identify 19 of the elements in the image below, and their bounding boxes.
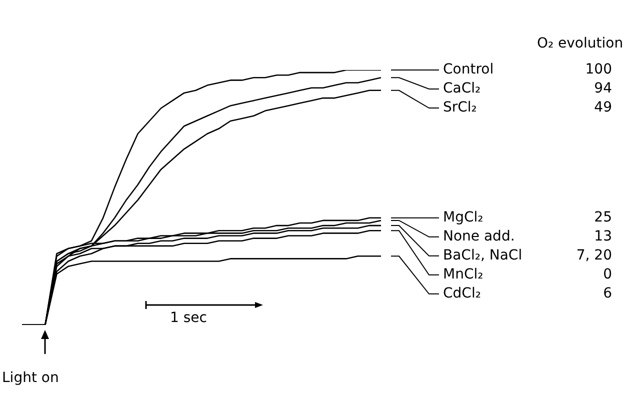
text: 25 [594, 210, 612, 226]
legend-label: None add. [443, 228, 515, 245]
legend-title: O₂ evolution [536, 36, 624, 52]
text: 0 [603, 266, 612, 283]
annotation: 1 sec [170, 310, 207, 326]
text: 13 [594, 228, 612, 245]
legend-label: Control [443, 62, 494, 78]
text: BaCl₂, NaCl [443, 248, 522, 264]
text: 94 [594, 80, 612, 97]
legend-label: MgCl₂ [443, 210, 484, 226]
text: 100 [585, 62, 612, 78]
text: 6 [603, 286, 612, 302]
text: 7, 20 [576, 248, 612, 264]
legend-label: SrCl₂ [443, 100, 477, 116]
text: 49 [594, 100, 612, 116]
legend-label: CaCl₂ [443, 80, 481, 97]
text: Light on [2, 370, 59, 386]
text: CdCl₂ [443, 286, 481, 302]
text: MnCl₂ [443, 266, 484, 283]
